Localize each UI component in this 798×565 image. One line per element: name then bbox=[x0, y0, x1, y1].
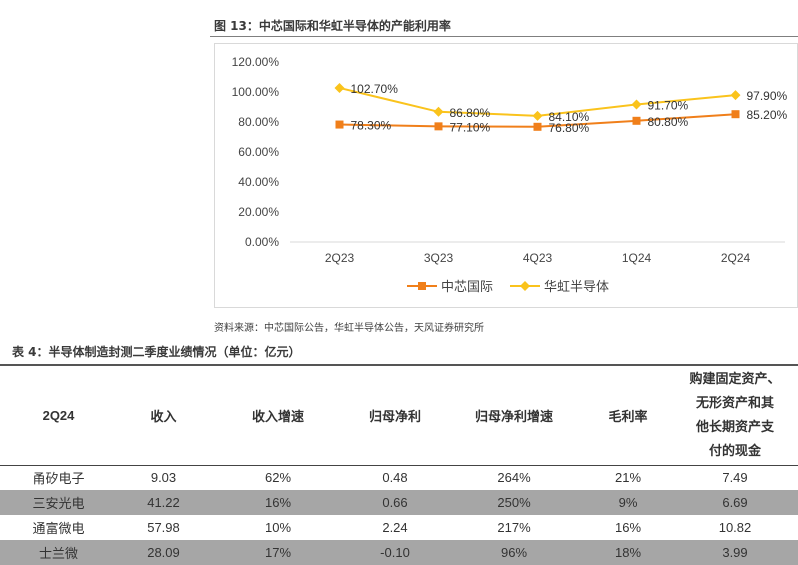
line-chart: 0.00% 20.00% 40.00% 60.00% 80.00% 100.00% 120.… bbox=[232, 55, 788, 295]
data-label: 77.10% bbox=[450, 120, 491, 134]
data-point bbox=[533, 122, 542, 131]
revenue-growth-cell: 17% bbox=[210, 540, 346, 565]
y-tick-label: 0.00% bbox=[245, 235, 279, 249]
net-profit-cell: 0.48 bbox=[382, 470, 408, 486]
figure-title-divider bbox=[210, 36, 798, 37]
y-tick-label: 60.00% bbox=[238, 145, 279, 159]
x-tick-label: 3Q23 bbox=[424, 251, 454, 265]
data-point bbox=[632, 116, 641, 125]
header-revenue: 收入 bbox=[117, 364, 210, 466]
x-tick-label: 1Q24 bbox=[622, 251, 652, 265]
data-point bbox=[433, 106, 444, 117]
header-period: 2Q24 bbox=[0, 364, 117, 466]
header-net-profit-growth: 归母净利增速 bbox=[444, 364, 584, 466]
legend-label: 中芯国际 bbox=[441, 280, 493, 295]
gross-margin-cell: 16% bbox=[614, 520, 642, 535]
revenue-cell: 28.09 bbox=[117, 540, 210, 565]
gross-margin-cell: 21% bbox=[614, 470, 642, 486]
revenue-growth-cell: 16% bbox=[210, 490, 346, 515]
capex-cell: 6.69 bbox=[672, 490, 798, 515]
data-label: 97.90% bbox=[747, 89, 788, 103]
company-name: 士兰微 bbox=[0, 540, 117, 565]
data-label: 102.70% bbox=[351, 82, 399, 96]
revenue-growth-cell: 62% bbox=[264, 470, 292, 486]
data-label: 85.20% bbox=[747, 108, 788, 122]
x-tick-label: 2Q24 bbox=[721, 251, 751, 265]
header-net-profit: 归母净利 bbox=[346, 364, 444, 466]
table-header-row: 2Q24 收入 收入增速 归母净利 归母净利增速 毛利率 购建固定资产、 无形资… bbox=[0, 364, 798, 466]
data-point bbox=[631, 99, 642, 110]
net-profit-growth-cell: 250% bbox=[444, 490, 584, 515]
legend-label: 华虹半导体 bbox=[544, 280, 609, 295]
net-profit-growth-cell: 217% bbox=[497, 520, 531, 535]
capex-cell: 3.99 bbox=[672, 540, 798, 565]
x-tick-label: 2Q23 bbox=[325, 251, 355, 265]
revenue-cell: 9.03 bbox=[150, 470, 177, 486]
y-tick-label: 40.00% bbox=[238, 175, 279, 189]
net-profit-cell: 2.24 bbox=[382, 520, 408, 535]
y-tick-label: 80.00% bbox=[238, 115, 279, 129]
revenue-cell: 57.98 bbox=[147, 520, 180, 535]
data-point bbox=[335, 120, 344, 129]
figure-source: 资料来源：中芯国际公告，华虹半导体公告，天风证券研究所 bbox=[214, 323, 484, 334]
data-label: 84.10% bbox=[549, 110, 590, 124]
table-row: 士兰微 28.09 17% -0.10 96% 18% 3.99 bbox=[0, 540, 798, 565]
data-label: 80.80% bbox=[648, 115, 689, 129]
table-row: 三安光电 41.22 16% 0.66 250% 9% 6.69 bbox=[0, 490, 798, 515]
company-name: 三安光电 bbox=[0, 490, 117, 515]
chart-container: 0.00% 20.00% 40.00% 60.00% 80.00% 100.00% 120.… bbox=[214, 43, 798, 308]
gross-margin-cell: 18% bbox=[584, 540, 672, 565]
net-profit-cell: -0.10 bbox=[346, 540, 444, 565]
gross-margin-cell: 9% bbox=[584, 490, 672, 515]
net-profit-cell: 0.66 bbox=[346, 490, 444, 515]
revenue-growth-cell: 10% bbox=[264, 520, 292, 535]
header-gross-margin: 毛利率 bbox=[584, 364, 672, 466]
company-name: 通富微电 bbox=[32, 521, 85, 536]
data-point bbox=[334, 82, 345, 93]
legend-marker bbox=[418, 282, 426, 290]
header-capex-line: 付的现金 bbox=[708, 443, 761, 459]
capex-cell: 7.49 bbox=[722, 470, 748, 486]
data-label: 91.70% bbox=[648, 98, 689, 112]
capex-cell: 10.82 bbox=[718, 520, 752, 535]
net-profit-growth-cell: 264% bbox=[497, 470, 531, 486]
y-tick-label: 120.00% bbox=[232, 55, 280, 69]
company-name: 甬矽电子 bbox=[32, 471, 85, 487]
data-point bbox=[730, 90, 741, 101]
table-row: 甬矽电子 9.03 62% 0.48 264% 21% 7.49 bbox=[0, 465, 798, 490]
net-profit-growth-cell: 96% bbox=[444, 540, 584, 565]
header-capex-line: 他长期资产支 bbox=[695, 419, 774, 435]
data-point bbox=[532, 110, 543, 121]
data-label: 78.30% bbox=[351, 119, 392, 133]
figure-title: 图 13：中芯国际和华虹半导体的产能利用率 bbox=[214, 19, 451, 33]
y-tick-label: 100.00% bbox=[232, 85, 280, 99]
header-capex-line: 无形资产和其 bbox=[695, 395, 774, 411]
data-point bbox=[731, 110, 740, 119]
table-row: 通富微电 57.98 10% 2.24 217% 16% 10.82 bbox=[0, 515, 798, 540]
data-point bbox=[434, 122, 443, 131]
results-table: 2Q24 收入 收入增速 归母净利 归母净利增速 毛利率 购建固定资产、 无形资… bbox=[0, 364, 798, 565]
revenue-cell: 41.22 bbox=[117, 490, 210, 515]
table-title: 表 4：半导体制造封测二季度业绩情况（单位：亿元） bbox=[12, 345, 301, 359]
x-tick-label: 4Q23 bbox=[523, 251, 553, 265]
y-tick-label: 20.00% bbox=[238, 205, 279, 219]
header-revenue-growth: 收入增速 bbox=[210, 364, 346, 466]
header-capex-line: 购建固定资产、 bbox=[689, 371, 781, 387]
legend-marker bbox=[520, 281, 530, 291]
data-label: 86.80% bbox=[450, 106, 491, 120]
data-label: 76.80% bbox=[549, 121, 590, 135]
header-capex: 购建固定资产、 无形资产和其 他长期资产支 付的现金 bbox=[672, 364, 798, 466]
